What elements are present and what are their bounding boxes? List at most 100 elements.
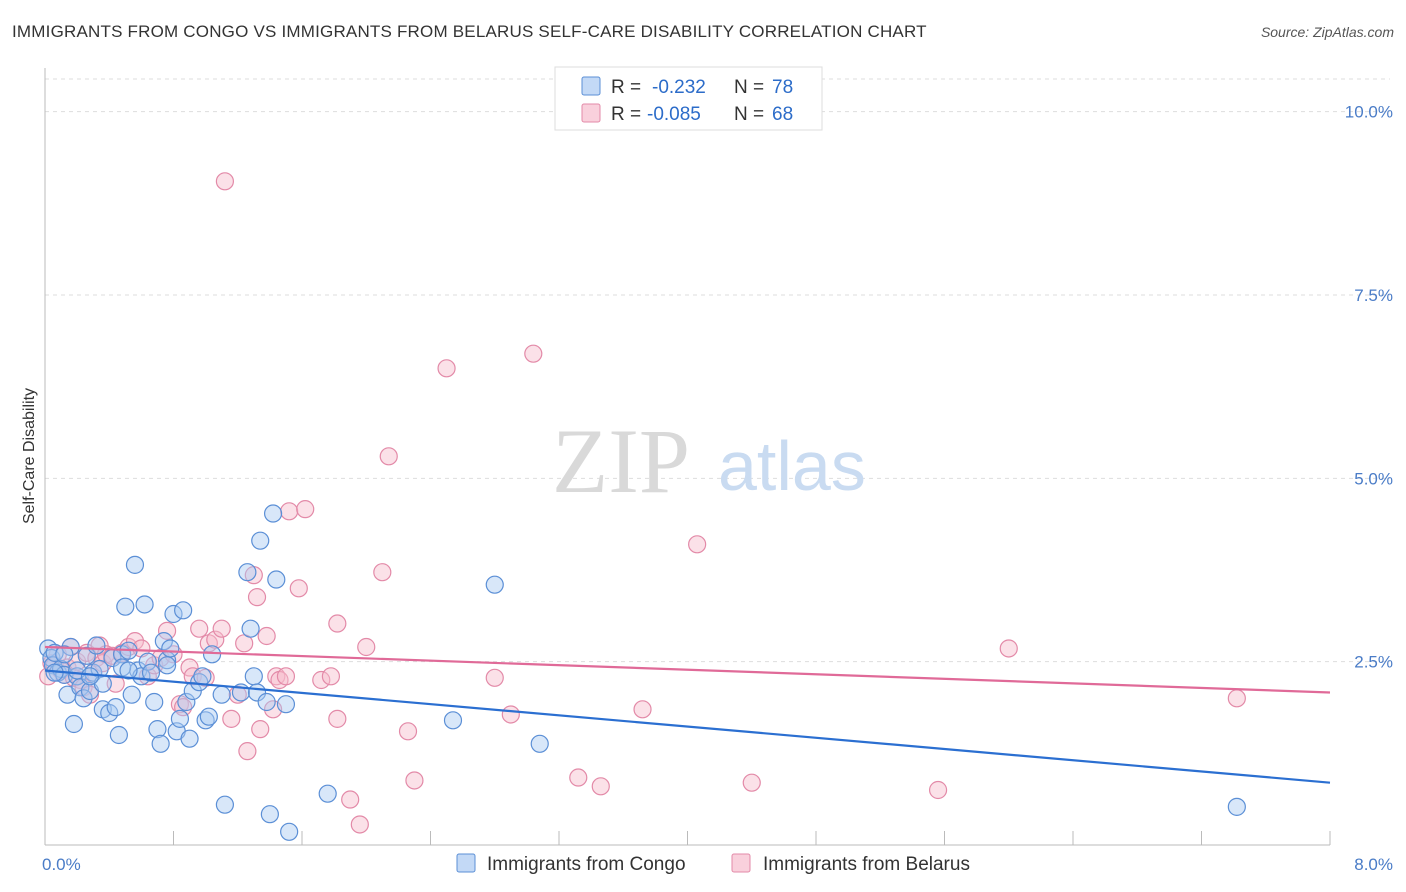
series-legend-swatch-congo [456, 853, 476, 873]
watermark-atlas: atlas [718, 427, 866, 505]
data-point-congo [276, 695, 296, 714]
correlation-legend: R = -0.232 N = 78 R = -0.085 N = 68 [554, 66, 823, 131]
series-congo-points [39, 504, 1246, 841]
data-point-congo [174, 601, 193, 620]
data-point-congo [45, 643, 64, 662]
series-legend-swatch-belarus [731, 853, 751, 873]
y-tick-label: 10.0% [1345, 103, 1393, 122]
chart-title: IMMIGRANTS FROM CONGO VS IMMIGRANTS FROM… [12, 22, 927, 41]
data-point-congo [87, 636, 106, 655]
data-point-belarus [688, 535, 707, 554]
data-point-belarus [928, 780, 948, 800]
data-point-congo [202, 645, 222, 664]
data-point-congo [215, 795, 234, 814]
data-point-belarus [276, 667, 296, 686]
legend-r-label-congo: R = [611, 77, 641, 98]
data-point-belarus [350, 815, 369, 834]
source-label: Source: ZipAtlas.com [1260, 24, 1394, 40]
data-point-congo [80, 667, 100, 686]
legend-r-value-congo: -0.232 [652, 77, 706, 98]
data-point-congo [138, 652, 157, 671]
data-point-belarus [215, 172, 234, 191]
legend-swatch-congo [581, 76, 601, 96]
data-point-congo [193, 667, 212, 686]
data-point-belarus [257, 626, 276, 646]
data-point-congo [106, 698, 125, 717]
data-point-belarus [341, 790, 360, 809]
data-point-belarus [106, 674, 125, 693]
y-tick-label: 5.0% [1354, 469, 1393, 488]
data-point-congo [199, 707, 218, 726]
data-point-belarus [190, 619, 209, 638]
data-point-belarus [312, 670, 331, 690]
data-point-belarus [251, 720, 270, 739]
data-point-belarus [280, 502, 299, 521]
legend-r-value-belarus: -0.085 [647, 104, 701, 125]
data-point-belarus [999, 639, 1018, 658]
data-point-belarus [437, 359, 456, 378]
data-point-congo [530, 734, 549, 753]
watermark: ZIP atlas [552, 410, 866, 512]
data-point-belarus [206, 630, 225, 649]
data-point-belarus [485, 668, 504, 687]
data-point-congo [119, 661, 138, 680]
data-point-congo [116, 597, 135, 616]
data-point-belarus [174, 698, 193, 717]
data-point-congo [212, 685, 231, 704]
data-point-congo [74, 689, 93, 708]
series-legend: Immigrants from Congo Immigrants from Be… [456, 853, 970, 875]
data-point-belarus [379, 447, 398, 466]
data-point-congo [241, 619, 260, 638]
data-point-belarus [357, 637, 376, 657]
legend-n-label-congo: N = [734, 77, 764, 98]
legend-r-label-belarus: R = [611, 104, 641, 125]
data-point-belarus [222, 709, 241, 728]
data-point-congo [157, 656, 177, 675]
y-axis-label: Self-Care Disability [21, 388, 38, 524]
data-point-belarus [633, 700, 652, 719]
data-point-congo [125, 555, 145, 574]
data-point-belarus [247, 588, 267, 607]
data-point-congo [244, 667, 263, 686]
y-tick-label: 2.5% [1354, 653, 1393, 672]
legend-n-value-belarus: 68 [772, 104, 793, 125]
data-point-congo [1227, 797, 1246, 816]
data-point-congo [154, 632, 173, 651]
data-point-congo [251, 531, 270, 550]
data-point-belarus [228, 685, 247, 704]
series-legend-label-belarus: Immigrants from Belarus [763, 854, 970, 875]
data-point-belarus [1227, 689, 1246, 708]
data-point-congo [180, 729, 199, 748]
data-point-belarus [157, 621, 177, 640]
legend-n-label-belarus: N = [734, 104, 764, 125]
data-point-congo [238, 563, 257, 582]
x-tick-label: 8.0% [1354, 855, 1393, 874]
watermark-zip: ZIP [552, 410, 690, 512]
data-point-belarus [238, 742, 257, 761]
data-point-congo [164, 604, 183, 624]
data-point-belarus [373, 563, 392, 582]
data-point-congo [109, 725, 128, 745]
data-point-congo [90, 659, 109, 679]
data-point-congo [318, 784, 337, 803]
trend-lines [44, 645, 1331, 784]
data-point-belarus [398, 722, 418, 741]
data-point-congo [141, 663, 161, 682]
data-point-belarus [524, 344, 543, 363]
data-point-congo [135, 595, 154, 614]
data-point-belarus [405, 771, 424, 790]
axes [44, 68, 1331, 846]
data-point-congo [145, 692, 164, 712]
trend-line-belarus [44, 645, 1331, 694]
data-point-congo [267, 570, 286, 589]
data-point-belarus [212, 619, 231, 638]
series-legend-label-congo: Immigrants from Congo [487, 854, 686, 875]
data-point-congo [151, 734, 170, 753]
legend-swatch-belarus [581, 103, 601, 123]
data-point-congo [122, 685, 141, 704]
data-point-congo [148, 720, 167, 739]
data-point-belarus [591, 777, 610, 796]
legend-n-value-congo: 78 [772, 77, 793, 98]
data-point-congo [177, 692, 196, 712]
data-point-congo [55, 645, 74, 664]
